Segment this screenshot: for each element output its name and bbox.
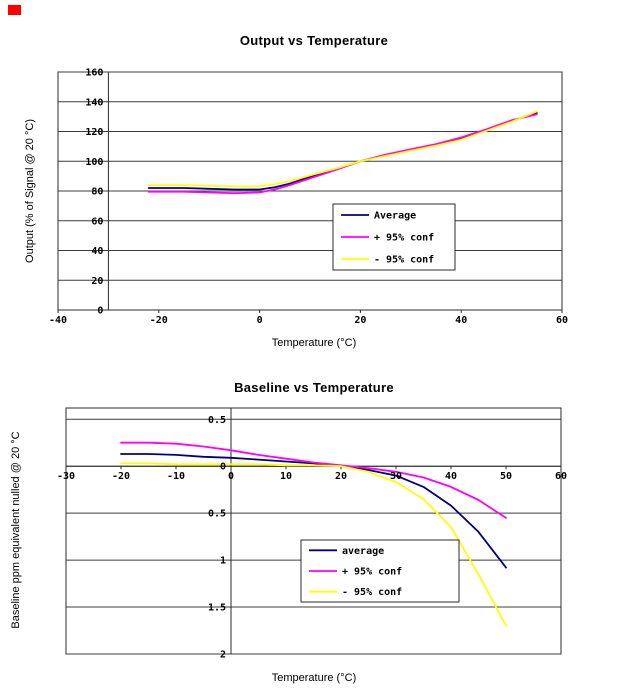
- x-tick-label: 20: [354, 315, 366, 326]
- y-tick-label: 140: [85, 97, 103, 108]
- plot-border: [65, 407, 562, 655]
- x-tick-label: -20: [150, 315, 168, 326]
- y-tick-label: 100: [85, 157, 103, 168]
- x-tick-label: 20: [335, 471, 347, 482]
- y-tick-label: 1.5: [208, 603, 226, 614]
- chart-plot-area: 0.5 0 0.5 1 1.5 2 -30 -20 -10 0 10 20 30 40 50 60 averag…: [57, 407, 567, 661]
- y-tick-label: 80: [91, 187, 103, 198]
- y-tick-label: 40: [91, 246, 103, 257]
- x-tick-label: -30: [57, 471, 75, 482]
- y-tick-label: 0.5: [208, 509, 226, 520]
- x-tick-label: 10: [280, 471, 292, 482]
- legend-label: + 95% conf: [374, 233, 434, 244]
- x-tick-label: 30: [390, 471, 402, 482]
- y-tick-label: 0: [220, 462, 226, 473]
- legend-label: - 95% conf: [374, 255, 434, 266]
- x-tick-label: 60: [555, 471, 567, 482]
- series-line-95-conf: [147, 110, 538, 188]
- y-tick-label: 2: [220, 650, 226, 661]
- y-tick-label: 0.5: [208, 415, 226, 426]
- x-tick-label: -40: [49, 315, 67, 326]
- y-tick-label: 1: [220, 556, 226, 567]
- x-tick-label: -20: [112, 471, 130, 482]
- x-tick-label: 60: [556, 315, 568, 326]
- x-tick-label: 50: [500, 471, 512, 482]
- y-tick-label: 120: [85, 127, 103, 138]
- y-tick-label: 160: [85, 68, 103, 79]
- y-tick-label: 20: [91, 276, 103, 287]
- legend-label: Average: [374, 211, 416, 222]
- chart-plot-area: 0 20 40 60 80 100 120 140 160 -40 -20 0 20 40 60 Averag…: [49, 68, 568, 327]
- legend-label: + 95% conf: [342, 567, 402, 578]
- x-tick-label: 0: [257, 315, 263, 326]
- series-line-95-conf: [120, 462, 507, 627]
- x-tick-label: -10: [167, 471, 185, 482]
- y-tick-label: 60: [91, 216, 103, 227]
- x-axis-title: Temperature (°C): [271, 337, 357, 349]
- chart-title: Output vs Temperature: [239, 33, 389, 48]
- x-axis-title: Temperature (°C): [271, 672, 357, 684]
- chart-title: Baseline vs Temperature: [234, 380, 394, 395]
- x-tick-label: 40: [455, 315, 467, 326]
- legend-label: - 95% conf: [342, 587, 402, 598]
- x-tick-label: 40: [445, 471, 457, 482]
- series-line-95-conf: [147, 113, 538, 195]
- series-line-95-conf: [120, 441, 507, 519]
- red-corner-marker: [8, 5, 21, 15]
- legend-label: average: [342, 546, 384, 557]
- x-tick-label: 0: [228, 471, 234, 482]
- y-tick-label: 0: [97, 306, 103, 317]
